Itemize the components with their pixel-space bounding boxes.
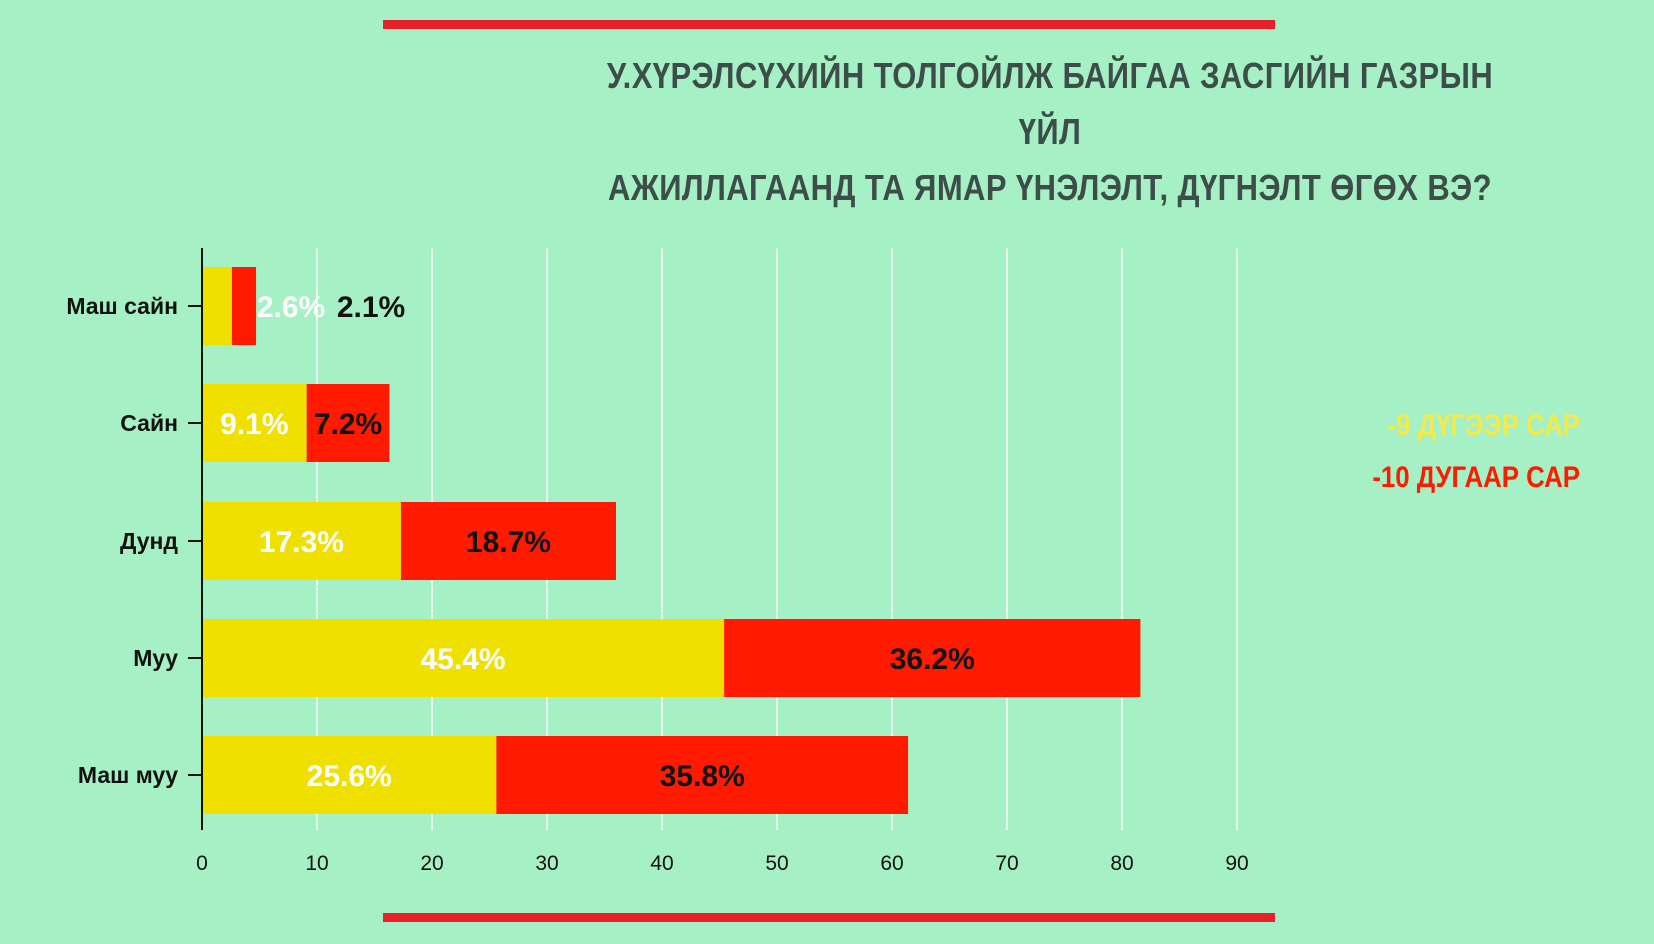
bar-sep-4 xyxy=(202,619,725,697)
category-label-1: Маш сайн xyxy=(66,293,178,319)
x-tick-label-90: 90 xyxy=(1225,852,1248,875)
data-label-oct-5: 35.8% xyxy=(660,760,745,793)
x-tick-label-30: 30 xyxy=(535,852,558,875)
legend: -9 ДҮГЭЭР САР -10 ДУГААР САР xyxy=(1365,400,1580,504)
data-label-oct-1: 2.1% xyxy=(337,291,405,324)
top-accent-bar xyxy=(383,20,1275,29)
bar-sep-3 xyxy=(202,502,401,580)
x-tick-label-50: 50 xyxy=(765,852,788,875)
bar-oct-2 xyxy=(306,384,390,462)
category-label-4: Муу xyxy=(133,645,178,671)
data-label-oct-4: 36.2% xyxy=(890,643,975,676)
x-tick-label-0: 0 xyxy=(196,852,208,875)
data-label-oct-3: 18.7% xyxy=(466,526,551,559)
data-label-oct-2: 7.2% xyxy=(314,408,382,441)
bottom-accent-bar xyxy=(383,913,1275,922)
data-label-sep-1: 2.6% xyxy=(257,291,325,324)
x-tick-label-40: 40 xyxy=(650,852,673,875)
category-label-2: Сайн xyxy=(120,410,178,436)
data-label-sep-4: 45.4% xyxy=(421,643,506,676)
category-label-5: Маш муу xyxy=(78,762,178,788)
x-tick-label-10: 10 xyxy=(305,852,328,875)
data-label-sep-2: 9.1% xyxy=(220,408,288,441)
category-label-3: Дунд xyxy=(120,528,178,554)
bar-sep-5 xyxy=(202,736,497,814)
bar-oct-5 xyxy=(496,736,909,814)
bar-oct-1 xyxy=(231,267,257,345)
data-label-sep-3: 17.3% xyxy=(259,526,344,559)
bar-oct-3 xyxy=(400,502,616,580)
data-label-sep-5: 25.6% xyxy=(307,760,392,793)
x-tick-label-20: 20 xyxy=(420,852,443,875)
title-line-1: У.ХҮРЭЛСҮХИЙН ТОЛГОЙЛЖ БАЙГАА ЗАСГИЙН ГА… xyxy=(606,55,1494,152)
bar-oct-4 xyxy=(724,619,1141,697)
chart-title: У.ХҮРЭЛСҮХИЙН ТОЛГОЙЛЖ БАЙГАА ЗАСГИЙН ГА… xyxy=(594,48,1506,216)
bar-sep-1 xyxy=(202,267,232,345)
x-tick-label-60: 60 xyxy=(880,852,903,875)
legend-item-september: -9 ДҮГЭЭР САР xyxy=(1387,409,1580,442)
x-tick-label-70: 70 xyxy=(995,852,1018,875)
legend-item-october: -10 ДУГААР САР xyxy=(1372,461,1580,494)
title-line-2: АЖИЛЛАГААНД ТА ЯМАР ҮНЭЛЭЛТ, ДҮГНЭЛТ ӨГӨ… xyxy=(608,167,1492,208)
bar-sep-2 xyxy=(202,384,307,462)
x-tick-label-80: 80 xyxy=(1110,852,1133,875)
